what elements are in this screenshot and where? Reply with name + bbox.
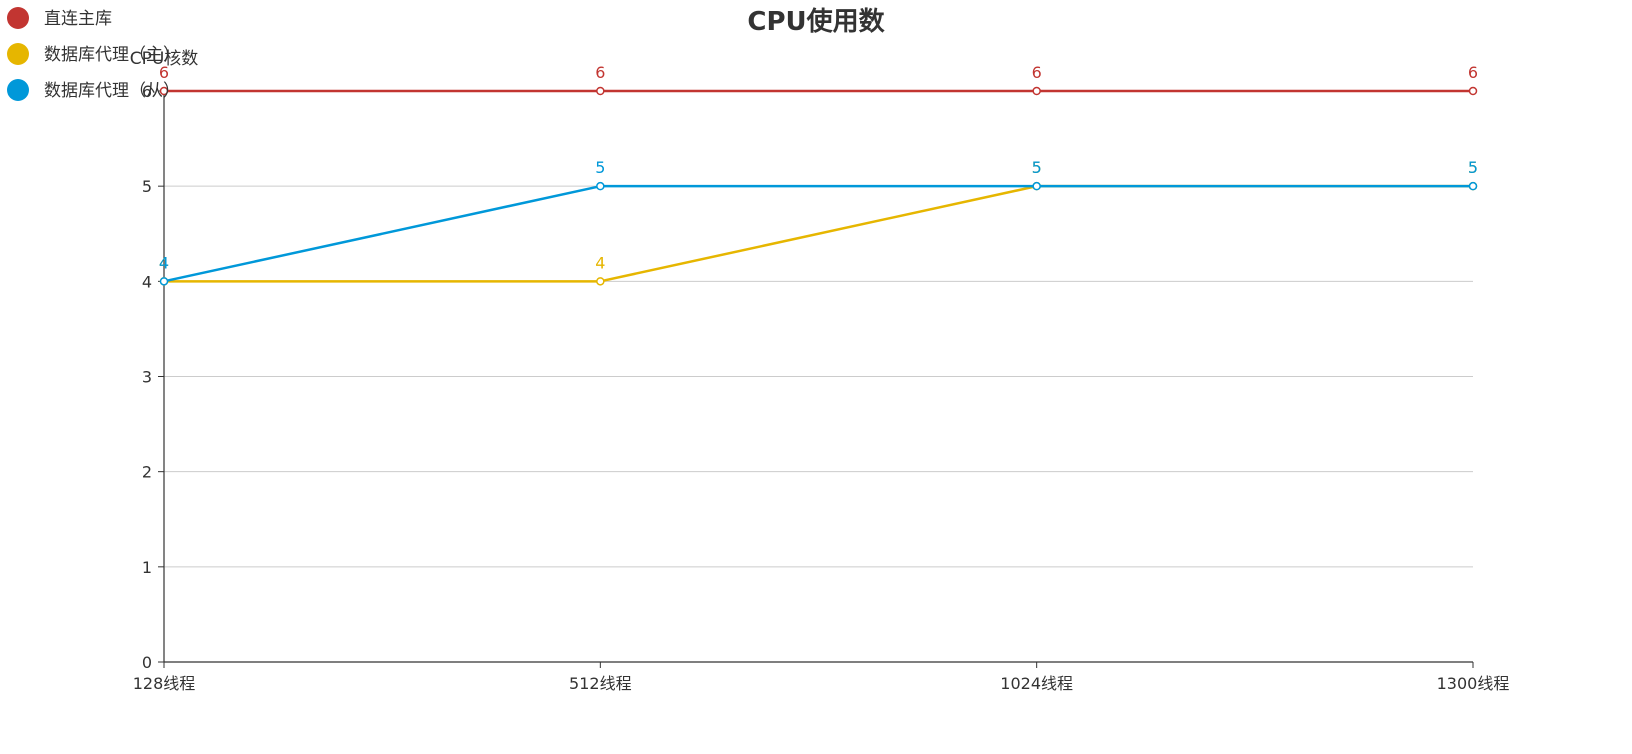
data-label: 4 [595,253,605,272]
x-tick-label: 512线程 [569,674,632,693]
legend-marker[interactable] [7,43,29,65]
data-label: 6 [1468,63,1478,82]
data-point[interactable] [596,181,605,191]
series-line-2 [163,184,1473,283]
data-label: 4 [159,253,169,272]
data-point[interactable] [596,277,605,286]
y-tick-label: 1 [142,558,152,577]
y-tick-label: 6 [142,82,152,101]
legend-marker[interactable] [7,79,29,101]
y-tick-label: 3 [142,368,152,387]
y-tick-label: 4 [142,272,152,291]
data-point[interactable] [1032,181,1041,191]
axis-layer: CPU核数 [130,49,1473,663]
data-point[interactable] [1468,86,1478,96]
data-label: 6 [159,63,169,82]
data-point[interactable] [1468,181,1478,191]
legend-label[interactable]: 数据库代理（主） [44,45,180,65]
data-label: 5 [1468,158,1478,177]
legend-label[interactable]: 数据库代理（从） [44,81,180,101]
y-tick-label: 2 [142,463,152,482]
y-axis-name: CPU核数 [130,49,199,69]
chart-title: CPU使用数 [747,7,885,37]
data-label: 5 [1468,158,1478,177]
y-tick-label: 5 [142,177,152,196]
data-point[interactable] [159,277,169,286]
grid-layer [164,90,1473,568]
data-point[interactable] [1032,86,1041,96]
data-label: 5 [595,158,605,177]
data-label: 6 [595,63,605,82]
data-point[interactable] [596,86,605,96]
data-label: 5 [1032,158,1042,177]
series-line-1 [164,184,1473,283]
x-tick-label: 1300线程 [1437,674,1510,693]
data-point[interactable] [159,86,169,96]
data-label: 6 [1032,63,1042,82]
x-tick-label: 128线程 [133,674,196,693]
data-label: 5 [1032,158,1042,177]
data-label: 4 [159,253,169,272]
y-tick-label: 0 [142,653,152,672]
tick-layer: 0 1 2 3 4 5 6 128线程 512线程 1024线程 1300线程 [133,82,1510,693]
data-label-layer: 6 6 6 64 45 545 5 5 [159,63,1478,272]
legend-label[interactable]: 直连主库 [44,9,112,29]
x-tick-label: 1024线程 [1000,674,1073,693]
legend-marker[interactable] [7,7,29,29]
series-layer [159,86,1478,286]
